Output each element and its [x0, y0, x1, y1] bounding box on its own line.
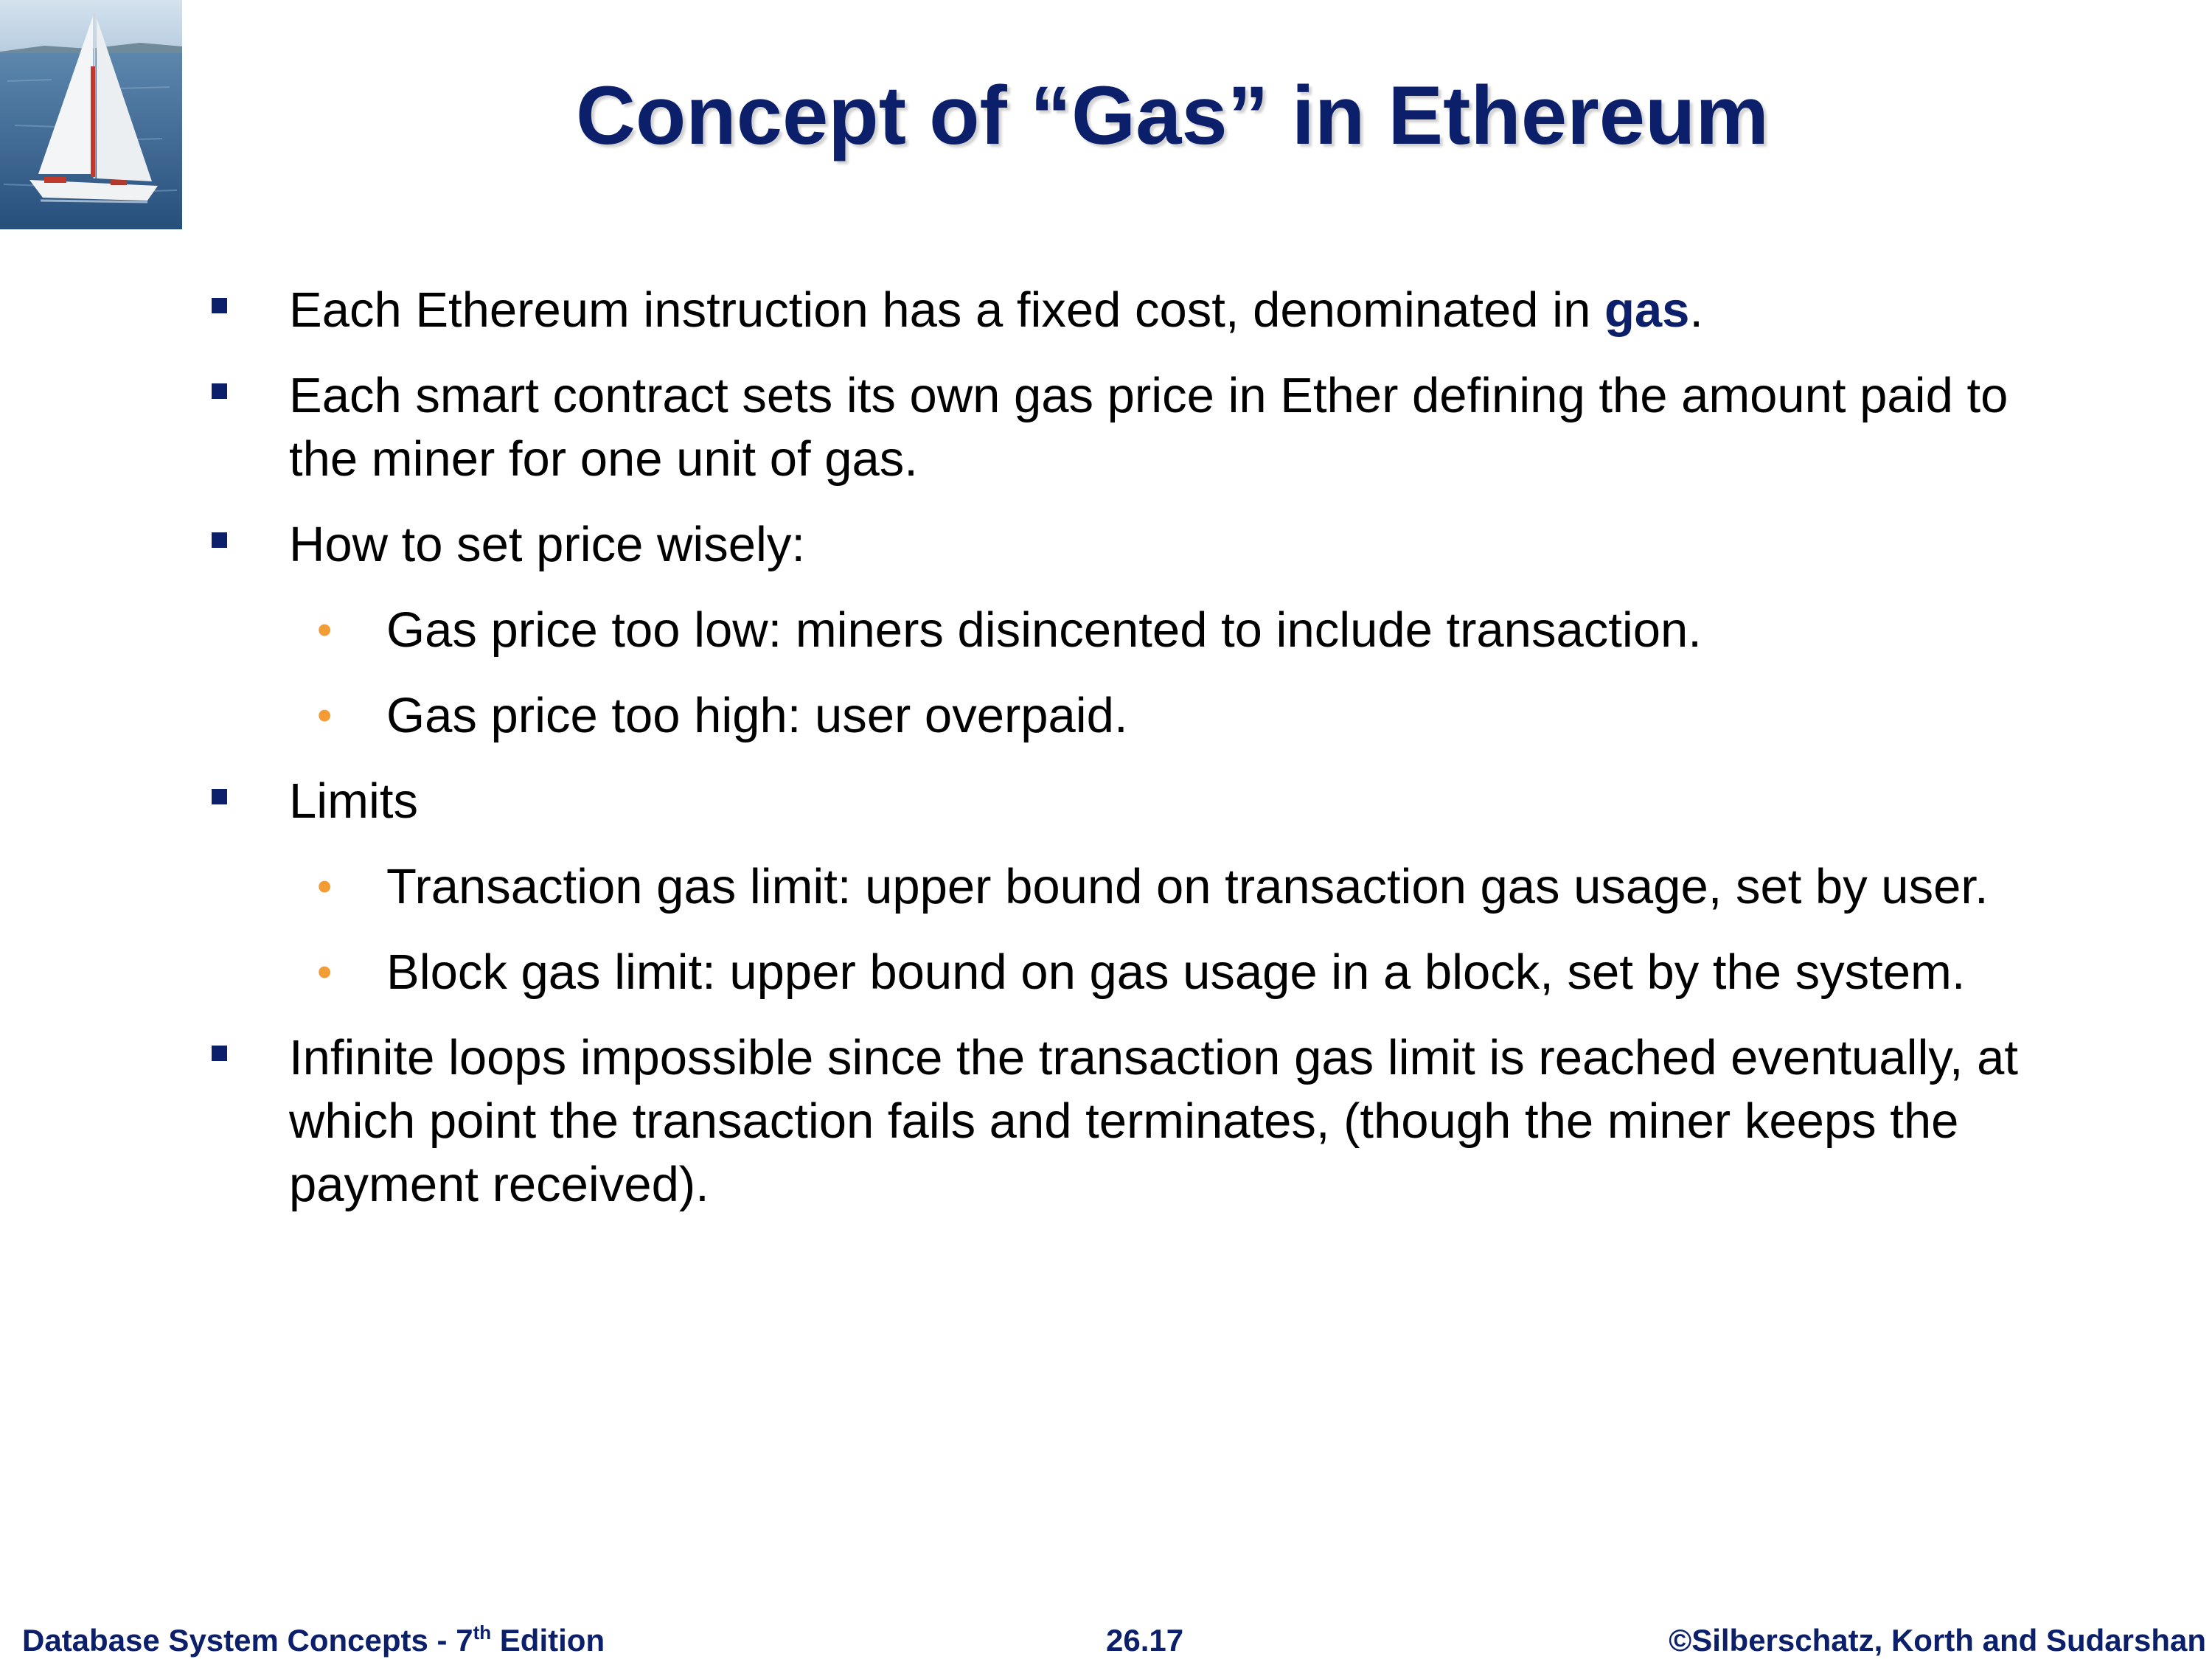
sub-bullet-item: • Transaction gas limit: upper bound on …: [208, 855, 2022, 919]
square-bullet-icon: [212, 1046, 227, 1061]
bullet-item: Each smart contract sets its own gas pri…: [208, 364, 2022, 491]
bullet-list: Each Ethereum instruction has a fixed co…: [208, 279, 2022, 1239]
bullet-item: Limits: [208, 770, 2022, 833]
sub-bullet-item: • Gas price too low: miners disincented …: [208, 599, 2022, 662]
dot-bullet-icon: •: [317, 606, 333, 654]
sailboat-logo: [0, 0, 182, 229]
dot-bullet-icon: •: [317, 863, 333, 911]
footer-book-title: Database System Concepts - 7th Edition: [22, 1621, 605, 1658]
square-bullet-icon: [212, 383, 227, 399]
square-bullet-icon: [212, 532, 227, 548]
bullet-item: How to set price wisely:: [208, 513, 2022, 577]
slide-title: Concept of “Gas” in Ethereum: [576, 69, 1769, 161]
footer-slide-number: 26.17: [1106, 1623, 1184, 1658]
bullet-item: Each Ethereum instruction has a fixed co…: [208, 279, 2022, 342]
square-bullet-icon: [212, 298, 227, 313]
sub-bullet-item: • Block gas limit: upper bound on gas us…: [208, 941, 2022, 1004]
bullet-item: Infinite loops impossible since the tran…: [208, 1026, 2022, 1217]
dot-bullet-icon: •: [317, 692, 333, 740]
dot-bullet-icon: •: [317, 948, 333, 996]
highlighted-term: gas: [1604, 282, 1690, 338]
footer-copyright: ©Silberschatz, Korth and Sudarshan: [1669, 1623, 2206, 1658]
sub-bullet-item: • Gas price too high: user overpaid.: [208, 684, 2022, 748]
square-bullet-icon: [212, 789, 227, 804]
